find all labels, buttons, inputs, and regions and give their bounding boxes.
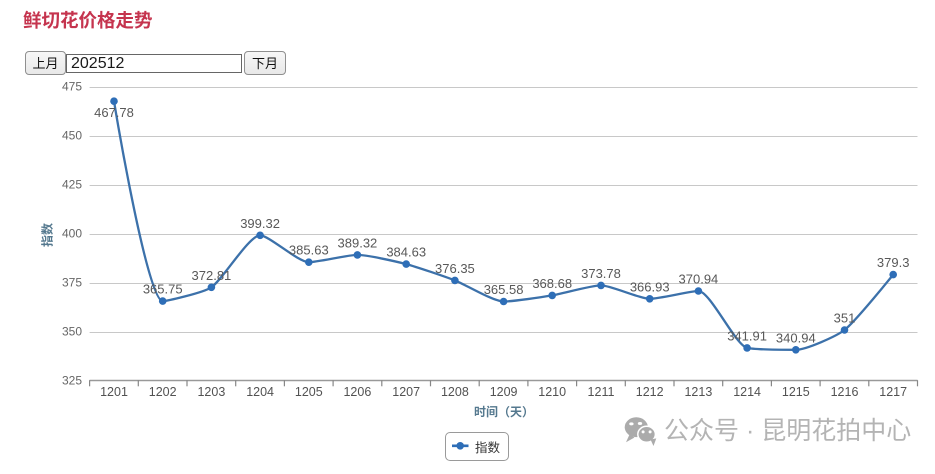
svg-text:365.75: 365.75 bbox=[143, 282, 183, 297]
svg-text:366.93: 366.93 bbox=[630, 279, 670, 294]
svg-text:时间（天）: 时间（天） bbox=[474, 405, 534, 419]
svg-text:1208: 1208 bbox=[441, 385, 469, 399]
svg-text:341.91: 341.91 bbox=[727, 328, 767, 343]
svg-text:365.58: 365.58 bbox=[484, 282, 524, 297]
svg-text:1207: 1207 bbox=[392, 385, 420, 399]
svg-text:1211: 1211 bbox=[588, 385, 615, 399]
svg-text:385.63: 385.63 bbox=[289, 243, 329, 258]
svg-text:340.94: 340.94 bbox=[776, 330, 816, 345]
svg-text:1201: 1201 bbox=[100, 385, 128, 399]
svg-text:425: 425 bbox=[62, 178, 82, 192]
svg-text:1204: 1204 bbox=[246, 385, 274, 399]
svg-text:1209: 1209 bbox=[490, 385, 518, 399]
svg-text:372.81: 372.81 bbox=[192, 268, 232, 283]
svg-text:379.3: 379.3 bbox=[877, 255, 910, 270]
svg-text:1214: 1214 bbox=[733, 385, 761, 399]
svg-text:475: 475 bbox=[62, 80, 82, 94]
svg-text:368.68: 368.68 bbox=[532, 276, 572, 291]
svg-text:467.78: 467.78 bbox=[94, 105, 134, 120]
svg-text:384.63: 384.63 bbox=[386, 245, 426, 260]
svg-text:389.32: 389.32 bbox=[338, 235, 378, 250]
svg-text:1210: 1210 bbox=[538, 385, 566, 399]
svg-text:370.94: 370.94 bbox=[679, 272, 719, 287]
svg-text:376.35: 376.35 bbox=[435, 261, 475, 276]
svg-text:1215: 1215 bbox=[782, 385, 810, 399]
svg-text:373.78: 373.78 bbox=[581, 266, 621, 281]
svg-text:351: 351 bbox=[834, 311, 856, 326]
svg-text:指数: 指数 bbox=[40, 223, 55, 247]
svg-text:1216: 1216 bbox=[831, 385, 859, 399]
svg-text:375: 375 bbox=[62, 276, 82, 290]
svg-text:1206: 1206 bbox=[343, 385, 371, 399]
svg-text:1202: 1202 bbox=[149, 385, 177, 399]
svg-text:400: 400 bbox=[62, 227, 82, 241]
svg-text:450: 450 bbox=[62, 129, 82, 143]
svg-text:350: 350 bbox=[62, 325, 82, 339]
svg-text:325: 325 bbox=[62, 374, 82, 388]
svg-text:1203: 1203 bbox=[197, 385, 225, 399]
svg-text:1213: 1213 bbox=[684, 385, 712, 399]
svg-text:1212: 1212 bbox=[636, 385, 664, 399]
svg-text:1205: 1205 bbox=[295, 385, 323, 399]
svg-text:1217: 1217 bbox=[879, 385, 907, 399]
svg-text:399.32: 399.32 bbox=[240, 216, 280, 231]
